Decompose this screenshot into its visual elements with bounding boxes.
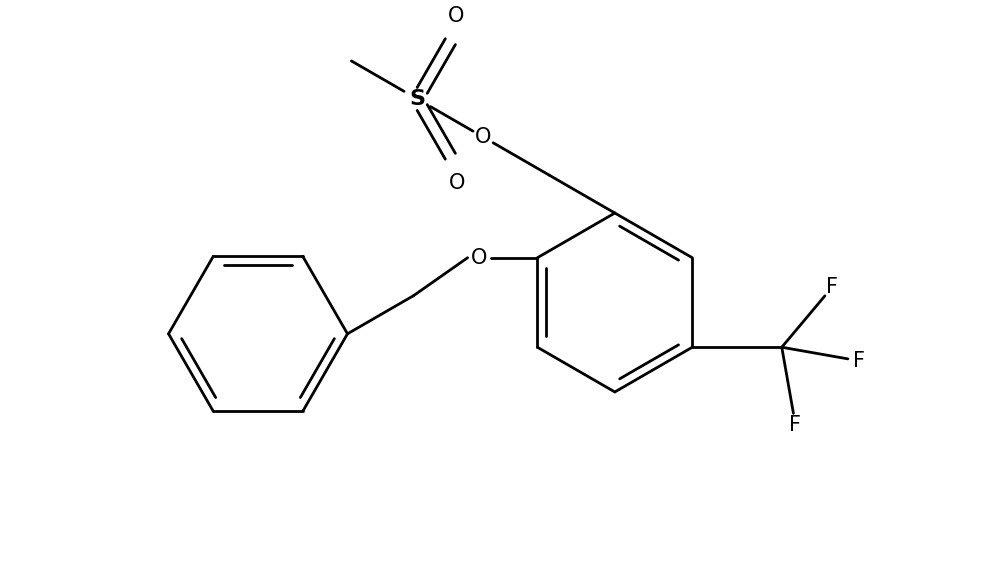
Text: S: S — [409, 89, 426, 109]
Text: F: F — [790, 415, 802, 434]
Text: O: O — [471, 248, 487, 267]
Text: O: O — [475, 127, 491, 147]
Text: O: O — [449, 172, 465, 193]
Text: F: F — [826, 277, 838, 297]
Text: O: O — [448, 6, 465, 26]
Text: F: F — [853, 351, 865, 371]
